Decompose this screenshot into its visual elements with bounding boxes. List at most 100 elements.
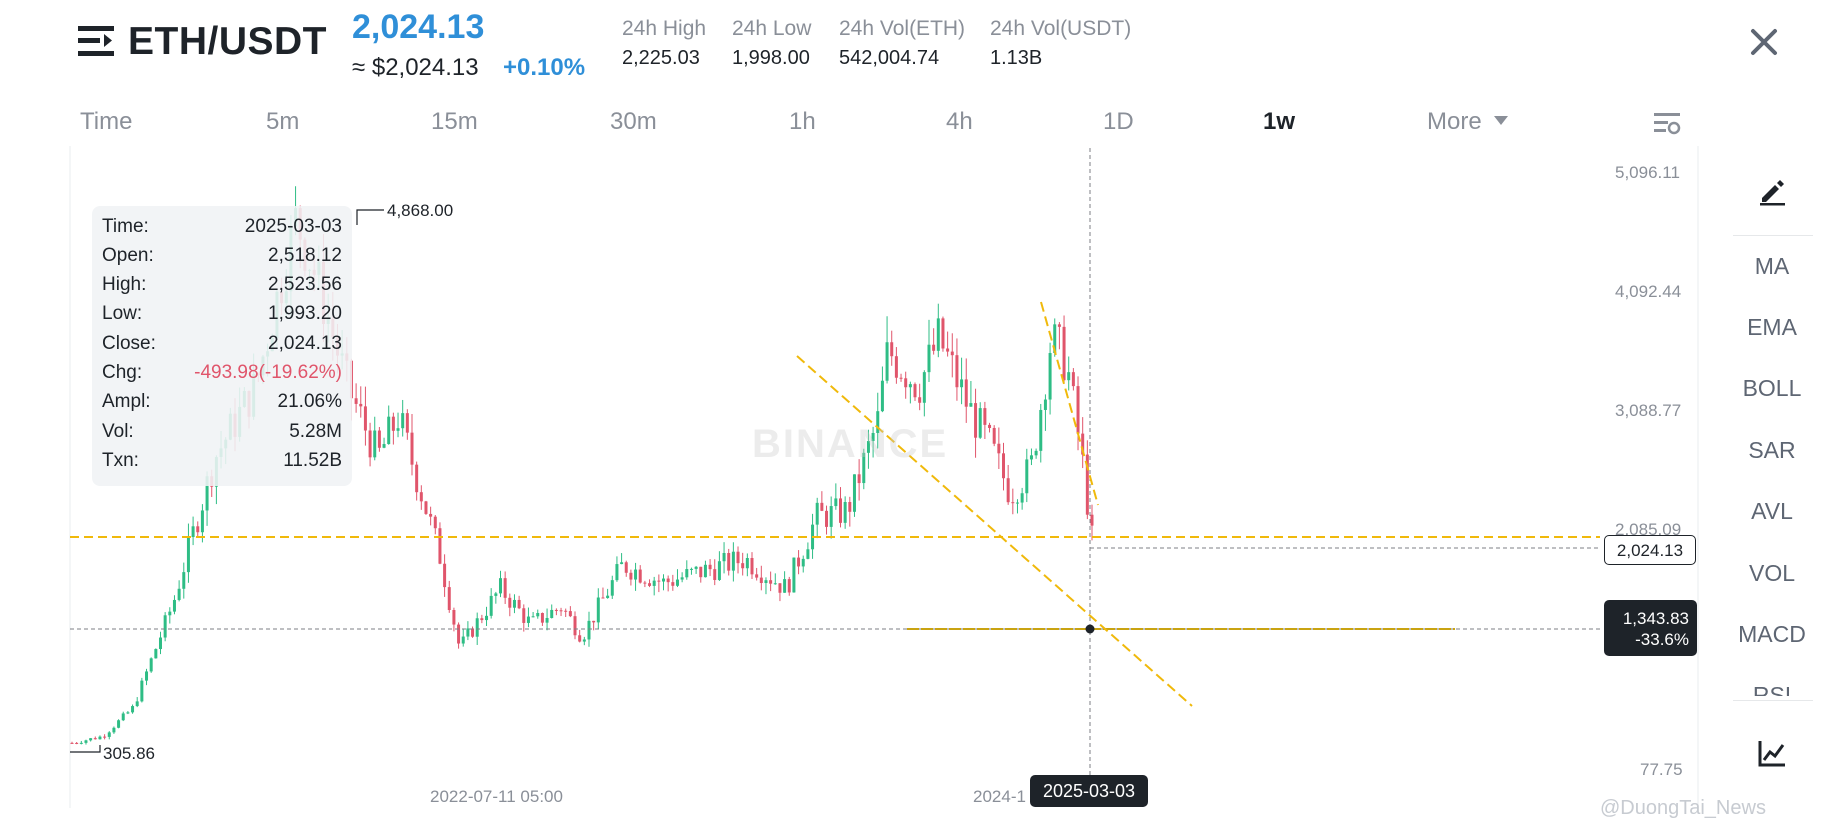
- candle-body: [974, 403, 978, 438]
- descending-trendline[interactable]: [796, 355, 1193, 707]
- indicator-rsi[interactable]: RSI: [1752, 682, 1792, 696]
- info-value: 1,993.20: [268, 303, 342, 324]
- candle-body: [857, 474, 861, 484]
- caret-down-icon[interactable]: [1494, 116, 1508, 125]
- candle-body: [89, 738, 93, 741]
- tab-4h[interactable]: 4h: [946, 108, 973, 135]
- candle-body: [699, 566, 703, 578]
- candle-body: [512, 599, 516, 608]
- price-axis-label: 77.75: [1640, 760, 1683, 779]
- candle-body: [778, 583, 782, 593]
- candle-body: [936, 318, 940, 351]
- info-row-open: Open: 2,518.12: [102, 245, 342, 274]
- candle-body: [606, 595, 610, 599]
- candle-body: [652, 580, 656, 586]
- panel-divider: [1733, 235, 1813, 236]
- candle-body: [573, 616, 577, 636]
- info-key: High:: [102, 274, 147, 295]
- tab-15m[interactable]: 15m: [431, 108, 478, 135]
- crosshair-price-tag: 1,343.83 -33.6%: [1604, 600, 1697, 656]
- candle-body: [1067, 372, 1071, 381]
- candle-body: [727, 553, 731, 571]
- candle-body: [932, 344, 936, 351]
- candle-body: [475, 618, 479, 637]
- indicator-ma[interactable]: MA: [1754, 253, 1790, 279]
- tab-1h[interactable]: 1h: [789, 108, 816, 135]
- tab-5m[interactable]: 5m: [266, 108, 300, 135]
- candle-body: [522, 608, 526, 623]
- candle-body: [75, 742, 79, 744]
- candle-body: [149, 658, 153, 672]
- candle-body: [773, 583, 777, 585]
- candle-body: [815, 502, 819, 525]
- candle-body: [797, 557, 801, 567]
- candle-body: [554, 609, 558, 611]
- candle-body: [657, 580, 661, 582]
- indicator-boll[interactable]: BOLL: [1742, 375, 1802, 401]
- info-key: Close:: [102, 333, 156, 354]
- indicator-macd[interactable]: MACD: [1738, 621, 1806, 647]
- info-value: -493.98(-19.62%): [194, 362, 342, 383]
- info-key: Low:: [102, 303, 143, 324]
- candle-body: [671, 582, 675, 586]
- candle-body: [396, 428, 400, 431]
- candle-body: [1043, 399, 1047, 410]
- short-trendline[interactable]: [1040, 301, 1099, 506]
- candle-body: [717, 561, 721, 580]
- indicator-avl[interactable]: AVL: [1751, 498, 1793, 524]
- tab-more[interactable]: More: [1427, 108, 1482, 135]
- candle-body: [829, 506, 833, 527]
- ohlc-info-panel: Time: 2025-03-03 Open: 2,518.12 High: 2,523…: [92, 206, 352, 486]
- candle-body: [508, 597, 512, 608]
- candle-body: [191, 526, 195, 538]
- candle-body: [922, 372, 926, 403]
- high-marker-label: 4,868.00: [387, 201, 454, 220]
- tab-30m[interactable]: 30m: [610, 108, 657, 135]
- candle-body: [918, 397, 922, 403]
- candle-body: [764, 580, 768, 584]
- time-axis-label: 2022-07-11 05:00: [430, 787, 563, 806]
- candle-body: [759, 577, 763, 584]
- candle-body: [438, 528, 442, 564]
- info-value: 2025-03-03: [244, 216, 342, 237]
- tab-time[interactable]: Time: [80, 108, 133, 135]
- candle-body: [457, 624, 461, 644]
- close-icon[interactable]: [1744, 22, 1784, 62]
- user-watermark: @DuongTai_News: [1600, 797, 1766, 819]
- candle-body: [992, 427, 996, 444]
- menu-lines-icon[interactable]: [78, 24, 114, 58]
- info-value: 5.28M: [289, 421, 342, 442]
- candle-body: [722, 553, 726, 562]
- usd-price: ≈ $2,024.13: [352, 54, 479, 81]
- info-key: Time:: [102, 216, 149, 237]
- candle-body: [624, 562, 628, 573]
- pair-title[interactable]: ETH/USDT: [128, 20, 327, 63]
- candle-body: [703, 564, 707, 578]
- candle-body: [988, 424, 992, 428]
- candle-body: [135, 701, 139, 707]
- candle-body: [713, 569, 717, 580]
- pencil-draw-icon[interactable]: [1757, 176, 1787, 206]
- indicator-rsi-clip: RSI: [1722, 682, 1822, 696]
- tab-1d[interactable]: 1D: [1103, 108, 1134, 135]
- candle-body: [694, 566, 698, 569]
- info-row-ampl: Ampl: 21.06%: [102, 391, 342, 420]
- candle-body: [708, 564, 712, 570]
- indicator-ema[interactable]: EMA: [1747, 314, 1797, 340]
- indicator-vol[interactable]: VOL: [1748, 560, 1796, 586]
- info-key: Txn:: [102, 450, 139, 471]
- candle-body: [517, 599, 521, 609]
- candle-body: [769, 580, 773, 584]
- indicator-sar[interactable]: SAR: [1748, 437, 1796, 463]
- tab-1w[interactable]: 1w: [1263, 108, 1296, 135]
- chart-settings-icon[interactable]: [1652, 108, 1682, 138]
- price-axis-label: 4,092.44: [1615, 282, 1682, 301]
- price-axis-label: 3,088.77: [1615, 401, 1682, 420]
- candle-body: [787, 579, 791, 593]
- candle-body: [377, 430, 381, 448]
- line-chart-icon[interactable]: [1757, 738, 1787, 768]
- candle-body: [452, 610, 456, 625]
- panel-divider: [1733, 700, 1813, 701]
- candle-body: [494, 593, 498, 596]
- candle-body: [433, 516, 437, 529]
